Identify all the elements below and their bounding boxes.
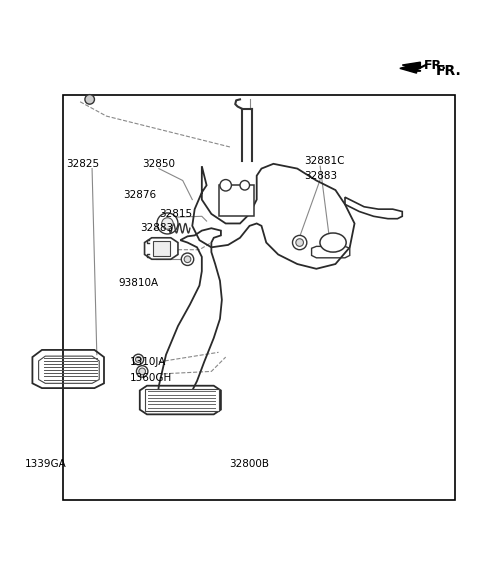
Polygon shape — [400, 63, 417, 73]
Bar — [218, 185, 254, 216]
Ellipse shape — [320, 233, 346, 252]
Circle shape — [240, 180, 250, 190]
Circle shape — [296, 239, 303, 246]
Circle shape — [85, 95, 95, 104]
Circle shape — [135, 357, 141, 363]
Bar — [144, 389, 218, 412]
Bar — [160, 395, 184, 409]
Text: FR.: FR. — [424, 58, 447, 71]
Text: 32825: 32825 — [66, 159, 99, 168]
Text: 32850: 32850 — [142, 159, 175, 168]
Text: 1310JA: 1310JA — [130, 357, 167, 367]
Text: FR.: FR. — [436, 63, 461, 78]
Polygon shape — [402, 62, 420, 69]
Text: 32876: 32876 — [123, 190, 156, 200]
Text: 32815: 32815 — [159, 208, 192, 219]
Circle shape — [292, 235, 307, 250]
Circle shape — [157, 213, 178, 234]
Bar — [63, 95, 455, 500]
Text: 32881C: 32881C — [304, 156, 345, 166]
Text: 32800B: 32800B — [229, 459, 270, 469]
Circle shape — [162, 218, 173, 229]
Circle shape — [136, 365, 148, 377]
Circle shape — [133, 354, 144, 365]
Text: 32883: 32883 — [140, 223, 173, 233]
Circle shape — [181, 253, 194, 266]
Text: 93810A: 93810A — [118, 278, 158, 288]
Circle shape — [139, 368, 145, 375]
Circle shape — [184, 256, 191, 263]
Text: 1360GH: 1360GH — [130, 373, 172, 383]
Bar — [153, 240, 170, 256]
Text: 32883: 32883 — [304, 171, 337, 180]
Text: 1339GA: 1339GA — [25, 459, 67, 469]
Circle shape — [220, 179, 231, 191]
